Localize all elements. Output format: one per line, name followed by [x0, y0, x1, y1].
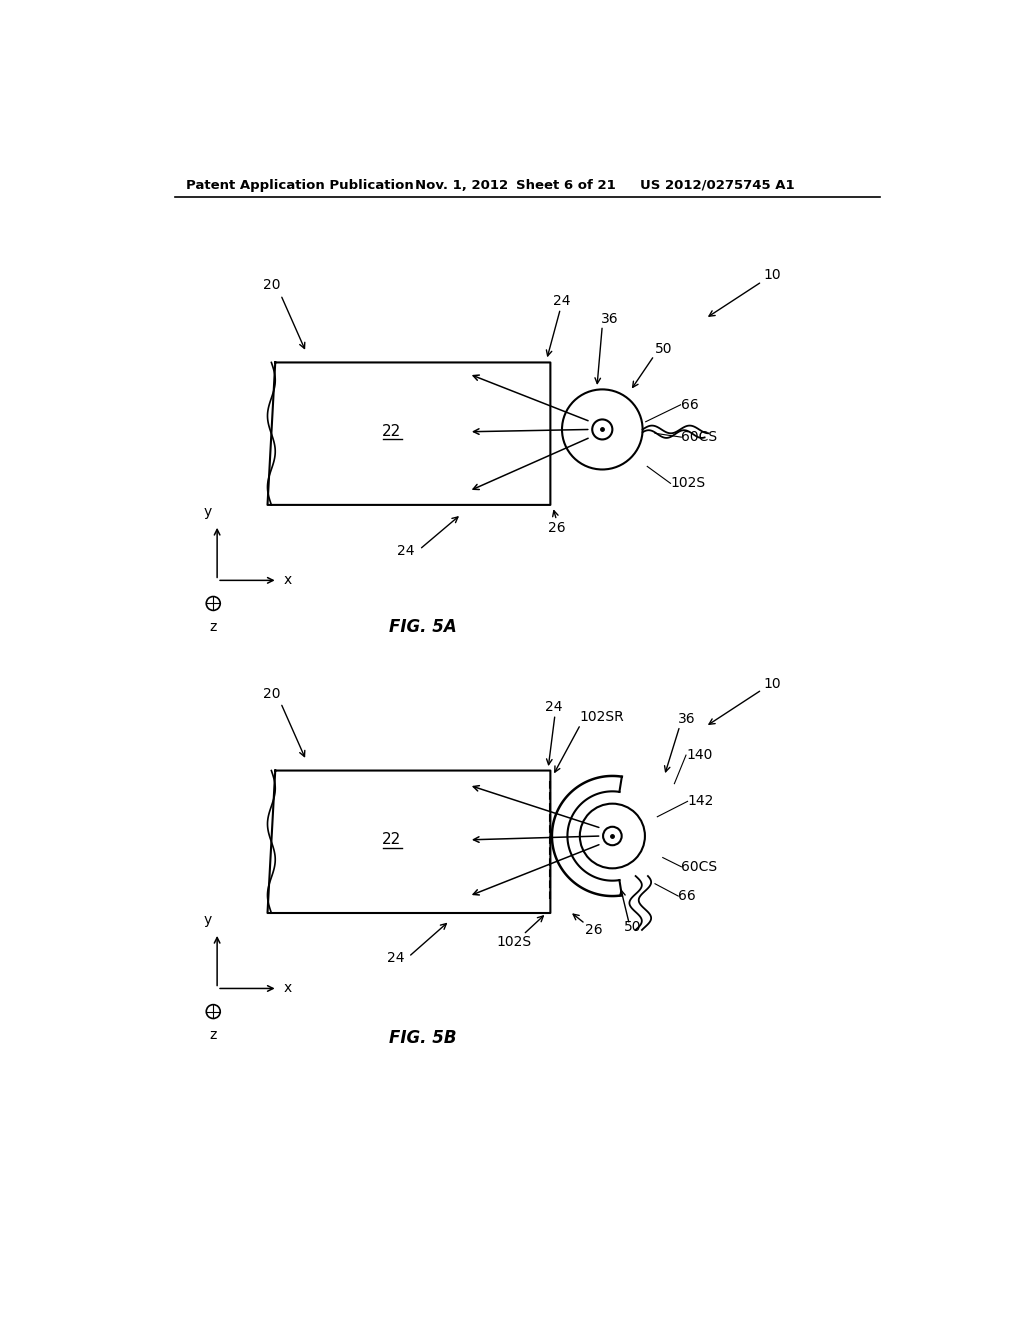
Text: 20: 20 — [263, 686, 281, 701]
Text: 142: 142 — [687, 795, 714, 808]
Text: 10: 10 — [764, 677, 781, 690]
Text: Patent Application Publication: Patent Application Publication — [186, 178, 414, 191]
Text: 36: 36 — [678, 711, 696, 726]
Text: y: y — [204, 913, 212, 927]
Text: 10: 10 — [764, 268, 781, 282]
Text: x: x — [284, 982, 292, 995]
Text: Sheet 6 of 21: Sheet 6 of 21 — [515, 178, 615, 191]
Text: 60CS: 60CS — [681, 859, 718, 874]
Text: 66: 66 — [678, 890, 696, 903]
Text: 26: 26 — [586, 923, 603, 937]
Text: 24: 24 — [546, 700, 563, 714]
Circle shape — [206, 597, 220, 610]
Text: 50: 50 — [624, 920, 641, 933]
Text: 60CS: 60CS — [681, 430, 718, 444]
Text: FIG. 5A: FIG. 5A — [389, 618, 457, 635]
Text: 50: 50 — [655, 342, 673, 356]
Circle shape — [592, 420, 612, 440]
Text: 24: 24 — [396, 544, 414, 558]
Text: 24: 24 — [387, 950, 404, 965]
Text: 66: 66 — [681, 397, 699, 412]
Text: 102S: 102S — [671, 477, 706, 490]
Text: Nov. 1, 2012: Nov. 1, 2012 — [415, 178, 508, 191]
Text: y: y — [204, 504, 212, 519]
Text: 20: 20 — [263, 279, 281, 293]
Text: 140: 140 — [686, 748, 713, 762]
Text: z: z — [210, 619, 217, 634]
Text: FIG. 5B: FIG. 5B — [389, 1028, 457, 1047]
Text: 22: 22 — [382, 424, 401, 440]
Text: 24: 24 — [553, 294, 570, 308]
Text: 36: 36 — [601, 312, 618, 326]
Text: 102S: 102S — [497, 935, 531, 949]
Circle shape — [562, 389, 643, 470]
Circle shape — [580, 804, 645, 869]
Circle shape — [603, 826, 622, 845]
Text: 22: 22 — [382, 833, 401, 847]
Text: z: z — [210, 1028, 217, 1041]
Text: 26: 26 — [548, 521, 565, 535]
Text: US 2012/0275745 A1: US 2012/0275745 A1 — [640, 178, 795, 191]
Circle shape — [206, 1005, 220, 1019]
Text: x: x — [284, 573, 292, 587]
Text: 102SR: 102SR — [579, 710, 624, 723]
